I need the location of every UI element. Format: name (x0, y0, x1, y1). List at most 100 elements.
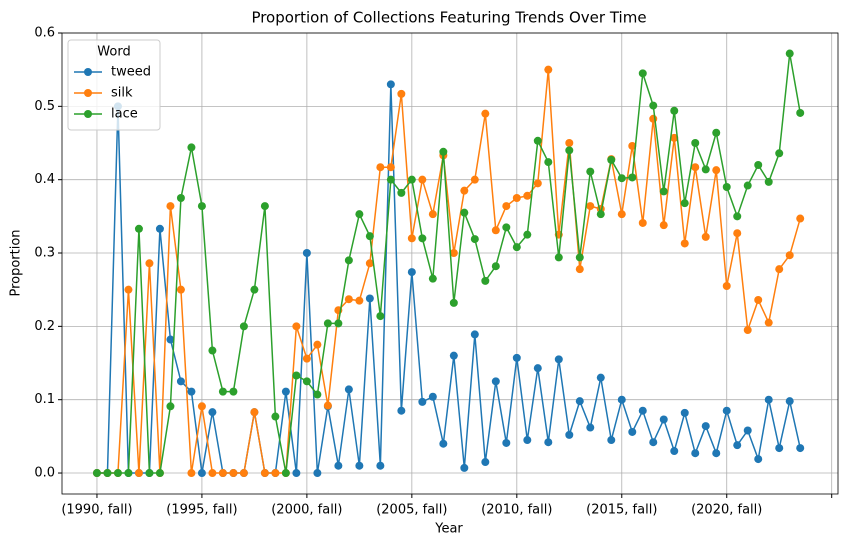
point (271, 412, 280, 421)
point (176, 194, 185, 203)
point (617, 395, 626, 404)
chart-title: Proportion of Collections Featuring Tren… (251, 9, 646, 27)
point (764, 177, 773, 186)
point (428, 274, 437, 283)
point (512, 243, 521, 252)
point (334, 319, 343, 328)
point (649, 114, 658, 123)
point (355, 296, 364, 305)
point (596, 210, 605, 219)
point (155, 224, 164, 233)
point (733, 229, 742, 238)
point (523, 436, 532, 445)
point (544, 438, 553, 447)
point (659, 187, 668, 196)
point (407, 175, 416, 184)
point (502, 202, 511, 211)
y-tick-label: 0.2 (34, 319, 55, 334)
point (260, 202, 269, 211)
point (376, 461, 385, 470)
point (796, 444, 805, 453)
point (691, 163, 700, 172)
x-tick-label: (2005, fall) (376, 503, 447, 518)
legend-marker (84, 68, 92, 76)
series-line (96, 69, 801, 474)
point (701, 232, 710, 241)
point (491, 226, 500, 235)
point (512, 353, 521, 362)
point (155, 469, 164, 478)
point (680, 239, 689, 248)
point (292, 322, 301, 331)
point (250, 285, 259, 294)
x-tick-label: (2020, fall) (691, 503, 762, 518)
point (145, 259, 154, 268)
point (449, 351, 458, 360)
legend-label: lace (111, 107, 138, 122)
point (145, 469, 154, 478)
point (397, 89, 406, 98)
point (397, 188, 406, 197)
point (691, 449, 700, 458)
point (439, 147, 448, 156)
point (670, 447, 679, 456)
y-tick-label: 0.4 (34, 172, 55, 187)
point (722, 282, 731, 291)
y-tick-label: 0.3 (34, 246, 55, 261)
point (250, 408, 259, 417)
point (775, 265, 784, 274)
point (575, 253, 584, 262)
legend-label: tweed (111, 65, 151, 80)
point (628, 141, 637, 150)
point (533, 364, 542, 373)
point (670, 133, 679, 142)
point (680, 408, 689, 417)
point (470, 175, 479, 184)
point (649, 101, 658, 110)
point (365, 294, 374, 303)
series-line (96, 84, 801, 474)
point (659, 415, 668, 424)
point (355, 210, 364, 219)
point (134, 469, 143, 478)
point (523, 191, 532, 200)
point (481, 276, 490, 285)
point (481, 458, 490, 467)
point (239, 322, 248, 331)
point (344, 385, 353, 394)
point (166, 402, 175, 411)
point (638, 406, 647, 415)
point (197, 402, 206, 411)
point (701, 165, 710, 174)
point (596, 373, 605, 382)
point (103, 469, 112, 478)
point (607, 155, 616, 164)
point (449, 249, 458, 258)
point (208, 346, 217, 355)
point (785, 49, 794, 58)
point (785, 397, 794, 406)
point (575, 265, 584, 274)
legend-box (67, 39, 161, 131)
point (712, 166, 721, 175)
point (260, 469, 269, 478)
point (712, 449, 721, 458)
point (586, 167, 595, 176)
point (134, 224, 143, 233)
point (701, 422, 710, 431)
point (775, 149, 784, 158)
point (754, 161, 763, 170)
point (691, 139, 700, 148)
point (124, 285, 133, 294)
point (323, 401, 332, 410)
point (680, 199, 689, 208)
legend-marker (84, 89, 92, 97)
point (418, 175, 427, 184)
legend-title: Word (97, 45, 130, 60)
point (449, 298, 458, 307)
point (733, 441, 742, 450)
point (743, 326, 752, 335)
legend-label: silk (111, 86, 133, 101)
point (428, 392, 437, 401)
